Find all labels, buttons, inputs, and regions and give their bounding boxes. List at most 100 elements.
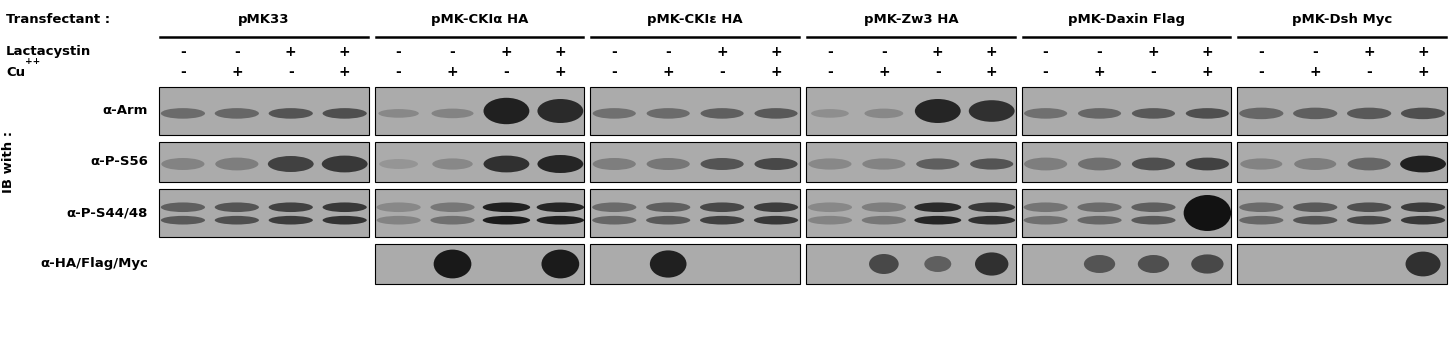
Ellipse shape — [431, 202, 475, 212]
Ellipse shape — [916, 158, 960, 170]
Bar — [1022, 244, 1232, 284]
Ellipse shape — [1405, 252, 1440, 276]
Bar — [374, 189, 584, 237]
Ellipse shape — [1293, 108, 1337, 119]
Text: α-HA/Flag/Myc: α-HA/Flag/Myc — [41, 258, 149, 270]
Ellipse shape — [1184, 195, 1232, 231]
Ellipse shape — [808, 158, 852, 170]
Ellipse shape — [1131, 108, 1175, 119]
Ellipse shape — [323, 216, 367, 225]
Ellipse shape — [700, 202, 744, 212]
Text: +: + — [1201, 45, 1213, 59]
Text: +: + — [1147, 45, 1159, 59]
Ellipse shape — [269, 202, 313, 212]
Ellipse shape — [593, 202, 636, 212]
Ellipse shape — [1131, 202, 1175, 212]
Ellipse shape — [323, 202, 367, 212]
Ellipse shape — [1185, 158, 1229, 170]
Text: -: - — [612, 45, 617, 59]
Ellipse shape — [1083, 255, 1115, 273]
Text: -: - — [396, 65, 402, 79]
Bar — [1238, 87, 1447, 135]
Bar — [374, 87, 584, 135]
Text: -: - — [935, 65, 941, 79]
Text: pMK-Dsh Myc: pMK-Dsh Myc — [1291, 13, 1392, 26]
Text: α-P-S56: α-P-S56 — [90, 156, 149, 169]
Text: pMK-Daxin Flag: pMK-Daxin Flag — [1069, 13, 1185, 26]
Ellipse shape — [1293, 216, 1337, 225]
Bar — [159, 142, 368, 182]
Text: +: + — [447, 65, 459, 79]
Ellipse shape — [754, 216, 798, 225]
Ellipse shape — [162, 158, 204, 170]
Ellipse shape — [1239, 216, 1283, 225]
Text: -: - — [396, 45, 402, 59]
Ellipse shape — [646, 158, 690, 170]
Ellipse shape — [862, 216, 906, 225]
Ellipse shape — [537, 99, 584, 123]
Ellipse shape — [1294, 158, 1337, 170]
Text: -: - — [1312, 45, 1318, 59]
Ellipse shape — [537, 155, 584, 173]
Text: +: + — [932, 45, 943, 59]
Ellipse shape — [700, 108, 744, 119]
Ellipse shape — [160, 108, 205, 119]
Ellipse shape — [970, 158, 1013, 170]
Ellipse shape — [483, 216, 530, 225]
Ellipse shape — [377, 202, 421, 212]
Text: pMK-Zw3 HA: pMK-Zw3 HA — [863, 13, 958, 26]
Text: +: + — [662, 65, 674, 79]
Bar — [1238, 244, 1447, 284]
Text: +: + — [555, 65, 566, 79]
Ellipse shape — [269, 108, 313, 119]
Text: +: + — [555, 45, 566, 59]
Ellipse shape — [483, 202, 530, 212]
Ellipse shape — [865, 109, 903, 118]
Ellipse shape — [862, 158, 906, 170]
Ellipse shape — [379, 159, 418, 169]
Text: +: + — [878, 65, 890, 79]
Ellipse shape — [1347, 202, 1392, 212]
Bar — [807, 244, 1016, 284]
Ellipse shape — [483, 98, 530, 124]
Text: α-P-S44/48: α-P-S44/48 — [67, 207, 149, 220]
Text: Lactacystin: Lactacystin — [6, 45, 92, 58]
Ellipse shape — [269, 216, 313, 225]
Text: -: - — [1366, 65, 1372, 79]
Ellipse shape — [483, 156, 530, 172]
Ellipse shape — [537, 202, 584, 212]
Ellipse shape — [1348, 158, 1390, 170]
Text: +: + — [501, 45, 513, 59]
Ellipse shape — [1024, 216, 1067, 225]
Text: pMK33: pMK33 — [237, 13, 290, 26]
Ellipse shape — [808, 216, 852, 225]
Ellipse shape — [1024, 158, 1067, 170]
Bar — [807, 189, 1016, 237]
Ellipse shape — [593, 216, 636, 225]
Text: -: - — [1096, 45, 1102, 59]
Text: +: + — [1309, 65, 1321, 79]
Text: -: - — [181, 45, 186, 59]
Bar — [374, 142, 584, 182]
Text: -: - — [1042, 45, 1048, 59]
Ellipse shape — [537, 216, 584, 225]
Bar — [590, 142, 799, 182]
Ellipse shape — [968, 100, 1015, 122]
Text: +: + — [986, 65, 997, 79]
Ellipse shape — [593, 108, 636, 119]
Ellipse shape — [268, 156, 313, 172]
Bar — [1022, 142, 1232, 182]
Ellipse shape — [700, 158, 744, 170]
Bar — [807, 142, 1016, 182]
Text: -: - — [665, 45, 671, 59]
Text: +: + — [1201, 65, 1213, 79]
Ellipse shape — [925, 256, 951, 272]
Ellipse shape — [976, 252, 1009, 276]
Text: -: - — [288, 65, 294, 79]
Ellipse shape — [431, 216, 475, 225]
Ellipse shape — [700, 216, 744, 225]
Ellipse shape — [1241, 158, 1283, 170]
Ellipse shape — [1401, 156, 1446, 172]
Text: -: - — [1150, 65, 1156, 79]
Text: -: - — [181, 65, 186, 79]
